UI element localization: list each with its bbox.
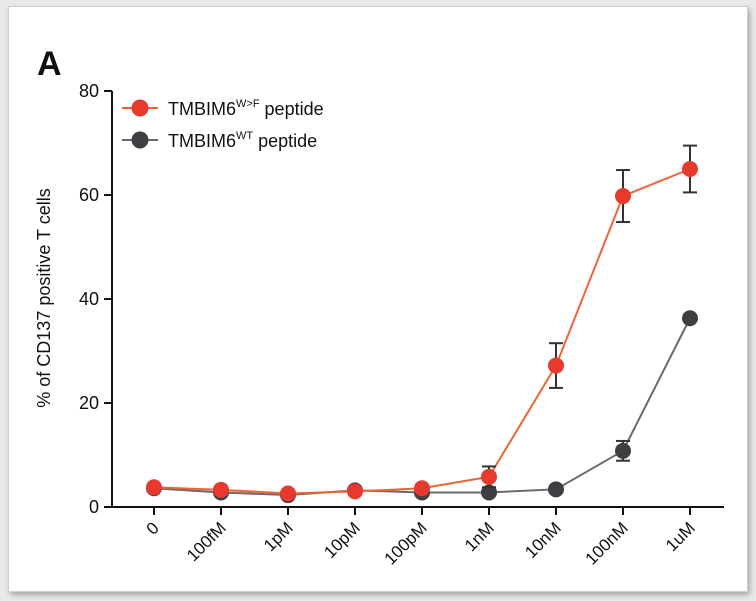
y-axis-label: % of CD137 positive T cells — [34, 188, 54, 407]
x-tick-label: 100pM — [381, 518, 431, 568]
legend-marker — [131, 131, 149, 149]
data-point-mutant — [615, 188, 631, 205]
data-point-mutant — [481, 468, 497, 485]
data-point-mutant — [414, 480, 430, 497]
y-tick-label: 60 — [79, 185, 99, 205]
data-point-wildtype — [682, 310, 698, 327]
series-mutant — [146, 144, 698, 502]
legend: TMBIM6W>F peptide TMBIM6WT peptide — [122, 98, 324, 151]
x-tick-label: 1uM — [662, 518, 699, 555]
series-layer — [146, 144, 698, 504]
series-line-wildtype — [153, 317, 691, 497]
axes: 0 20 40 60 80 0 100fM 1pM 10pM 100pM 1nM 10nM 100nM 1… — [79, 81, 724, 569]
legend-item-wildtype: TMBIM6WT peptide — [122, 130, 317, 151]
legend-item-mutant: TMBIM6W>F peptide — [122, 98, 324, 119]
y-tick-label: 20 — [79, 393, 99, 413]
data-point-mutant — [548, 357, 564, 374]
data-point-mutant — [146, 479, 162, 496]
data-point-wildtype — [615, 442, 631, 459]
panel-label: A — [37, 45, 62, 83]
x-tick-label: 100nM — [582, 518, 632, 568]
series-line-mutant — [153, 168, 691, 495]
data-point-mutant — [213, 481, 229, 498]
x-tick-label: 100fM — [183, 518, 230, 565]
x-tick-label: 1pM — [260, 518, 297, 555]
data-point-mutant — [682, 161, 698, 177]
data-point-mutant — [347, 483, 363, 500]
y-tick-label: 80 — [79, 81, 99, 101]
y-tick-label: 40 — [79, 289, 99, 309]
series-wildtype — [146, 310, 698, 504]
data-point-wildtype — [481, 484, 497, 501]
x-tick-label: 0 — [143, 518, 163, 538]
data-point-wildtype — [548, 481, 564, 498]
x-tick-label: 10pM — [320, 518, 364, 562]
data-point-mutant — [280, 485, 296, 502]
figure-frame: A — [8, 6, 748, 592]
x-tick-label: 10nM — [521, 518, 565, 562]
legend-marker — [131, 99, 149, 117]
legend-label: TMBIM6W>F peptide — [168, 98, 324, 119]
legend-label: TMBIM6WT peptide — [168, 130, 317, 151]
y-tick-label: 0 — [89, 497, 99, 517]
x-tick-label: 1nM — [461, 518, 498, 555]
